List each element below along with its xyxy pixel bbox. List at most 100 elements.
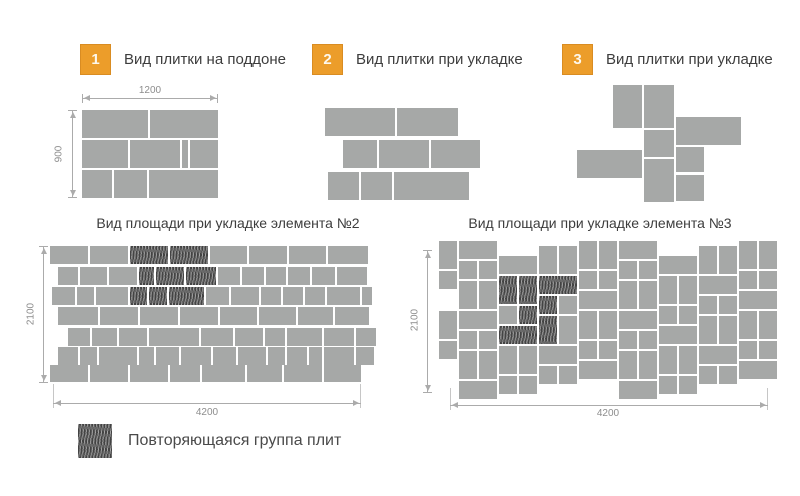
paving-tile (579, 361, 617, 379)
section-3-badge: 3 (562, 44, 593, 75)
paving-tile-hatched (539, 316, 557, 344)
paving-tile-hatched (130, 287, 147, 305)
pallet-width-dim-label: 1200 (135, 85, 165, 96)
element2-pattern-diagram (325, 108, 480, 200)
paving-tile (99, 347, 137, 365)
paving-tile (68, 328, 90, 346)
paving-tile (80, 347, 97, 365)
pallet-height-dim-line (72, 110, 73, 198)
pallet-width-dim-line (82, 98, 218, 99)
pallet-diagram (82, 110, 218, 198)
paving-tile (77, 287, 94, 305)
paving-tile (259, 307, 296, 325)
paving-tile (659, 306, 677, 324)
paving-tile (519, 346, 537, 374)
dim-arrow-right (210, 95, 216, 101)
dim-extension-line (53, 384, 54, 408)
paving-tile (599, 311, 617, 339)
paving-tile-hatched (170, 246, 208, 264)
paving-tile (96, 287, 128, 305)
paving-tile (181, 347, 211, 365)
paving-tile (699, 346, 737, 364)
paving-tile (639, 281, 657, 309)
paving-tile (182, 140, 188, 168)
area2-width-dim-line (53, 403, 361, 404)
paving-tile (379, 140, 429, 168)
dim-extension-line (767, 388, 768, 410)
paving-tile (397, 108, 458, 136)
area2-height-dim-line (43, 246, 44, 383)
dim-arrow-left (452, 402, 458, 408)
paving-tile (579, 311, 597, 339)
paving-tile (218, 267, 240, 285)
paving-tile (210, 246, 247, 264)
paving-tile (149, 170, 218, 198)
area3-width-dim-line (450, 405, 768, 406)
paving-tile-hatched (499, 326, 537, 344)
paving-tile (439, 311, 457, 339)
paving-tile (265, 328, 285, 346)
paving-tile (180, 307, 218, 325)
paving-tile (92, 328, 117, 346)
paving-tile (619, 281, 637, 309)
paving-tile (644, 130, 674, 157)
paving-tile (699, 366, 717, 384)
area2-width-dim-label: 4200 (192, 407, 222, 418)
paving-tile (759, 241, 777, 269)
paving-tile (719, 246, 737, 274)
paving-tile (519, 376, 537, 394)
paving-tile (644, 85, 674, 128)
dim-arrow-down (425, 385, 431, 391)
paving-tile (130, 140, 180, 168)
paving-tile (577, 150, 642, 178)
area3-title: Вид площади при укладке элемента №3 (468, 215, 732, 231)
paving-tile (679, 306, 697, 324)
paving-tile (639, 261, 657, 279)
dim-arrow-right (760, 402, 766, 408)
paving-tile (170, 365, 200, 382)
paving-tile (739, 361, 777, 379)
paving-tile (206, 287, 229, 305)
paving-tile (335, 307, 369, 325)
paving-tile (459, 261, 477, 279)
paving-tile-hatched (499, 276, 517, 304)
paving-tile (324, 365, 361, 382)
paving-tile (439, 241, 457, 269)
paving-tile (676, 117, 741, 145)
paving-tile (50, 246, 88, 264)
dim-tick (82, 94, 83, 103)
paving-tile (328, 172, 359, 200)
paving-tile (312, 267, 335, 285)
paving-tile (231, 287, 259, 305)
paving-tile (499, 376, 517, 394)
paving-tile (337, 267, 367, 285)
area3-height-dim-label: 2100 (409, 305, 421, 335)
paving-tile (599, 341, 617, 359)
paving-tile (659, 376, 677, 394)
dim-arrow-left (55, 400, 61, 406)
paving-tile-hatched (186, 267, 216, 285)
paving-tile (719, 296, 737, 314)
paving-tile (539, 366, 557, 384)
dim-tick (68, 110, 77, 111)
paving-tile-hatched (156, 267, 184, 285)
paving-tile (58, 347, 78, 365)
paving-tile (202, 365, 245, 382)
paving-tile (80, 267, 107, 285)
section-1-label: Вид плитки на поддоне (124, 51, 286, 68)
paving-tile (58, 307, 98, 325)
paving-tile (719, 316, 737, 344)
paving-tile (327, 287, 360, 305)
paving-tile (235, 328, 263, 346)
paving-tile (82, 110, 148, 138)
paving-tile (619, 381, 657, 399)
paving-tile (559, 246, 577, 274)
section-1-header: 1 Вид плитки на поддоне (80, 44, 286, 75)
paving-tile (644, 159, 674, 202)
paving-tile (659, 256, 697, 274)
dim-arrow-up (70, 112, 76, 118)
section-2-header: 2 Вид плитки при укладке (312, 44, 523, 75)
paving-tile (58, 267, 78, 285)
